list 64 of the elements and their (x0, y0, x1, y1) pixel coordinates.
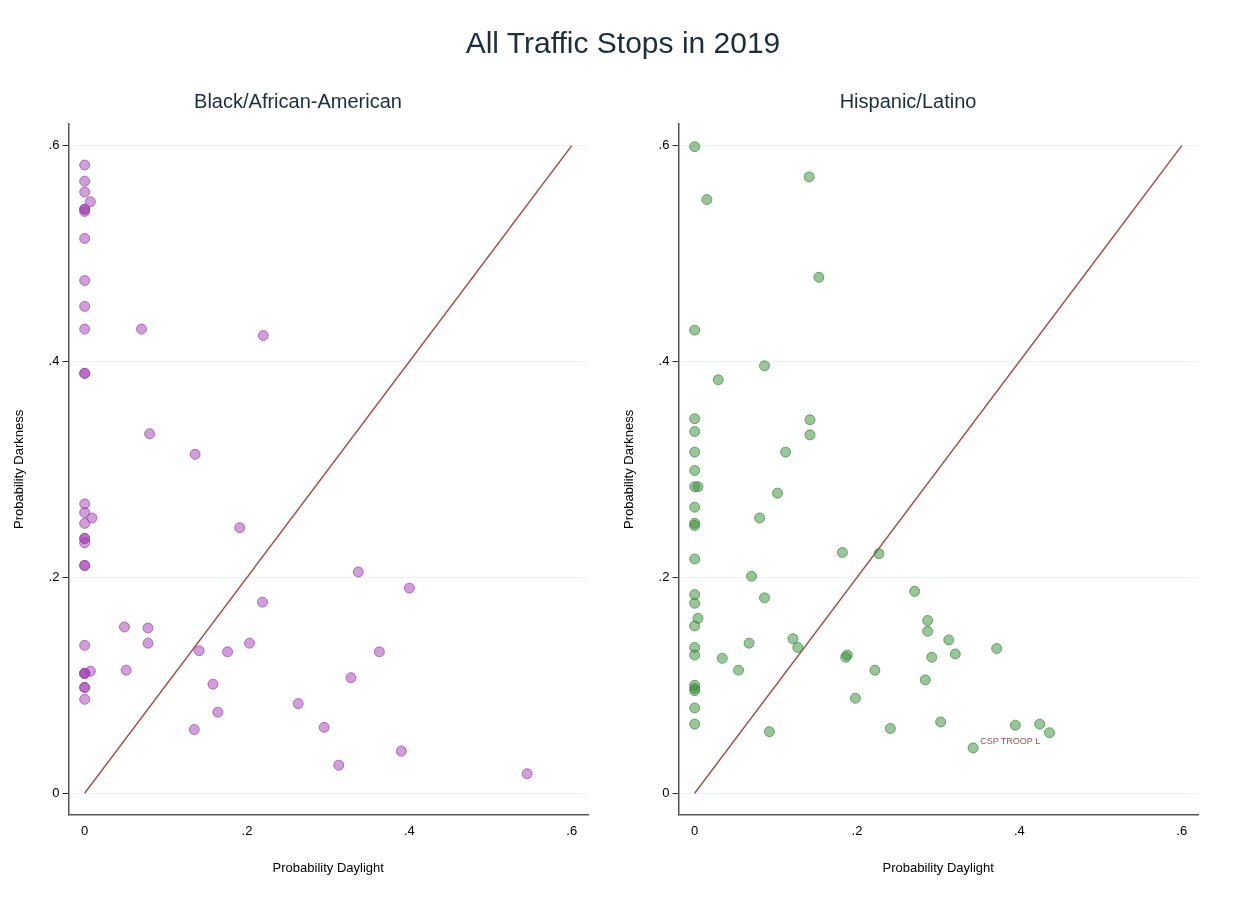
point (79, 498, 91, 510)
x-axis-title: Probability Daylight (882, 859, 995, 875)
x-tick-label: .4 (403, 823, 415, 839)
point (257, 330, 269, 342)
point (207, 678, 219, 690)
chart-subtitle: Hispanic/Latino (839, 89, 977, 112)
point (79, 275, 91, 287)
y-tick-label: .4 (48, 353, 60, 369)
point (292, 698, 304, 710)
x-tick-label: .6 (566, 823, 578, 839)
point (86, 512, 98, 524)
y-tick-label: 0 (662, 784, 670, 800)
point (79, 517, 91, 529)
point (403, 582, 415, 594)
point (222, 646, 234, 658)
annotation: CSP TROOP L (980, 735, 1041, 746)
point (193, 645, 205, 657)
point (142, 622, 154, 634)
point (142, 637, 154, 649)
point (79, 693, 91, 705)
point (79, 186, 91, 198)
point (234, 522, 246, 534)
point (395, 745, 407, 757)
point (79, 537, 91, 549)
point (79, 232, 91, 244)
point (79, 323, 91, 335)
x-tick-label: 0 (691, 823, 699, 839)
y-tick-label: .2 (658, 568, 670, 584)
point (256, 596, 268, 608)
y-axis-title: Probability Darkness (11, 409, 27, 530)
point (79, 300, 91, 312)
y-tick-label: .6 (658, 137, 670, 153)
point (212, 706, 224, 718)
x-tick-label: .4 (1013, 823, 1025, 839)
point (84, 196, 96, 208)
y-axis-title: Probability Darkness (621, 409, 637, 530)
point (188, 724, 200, 736)
point (352, 566, 364, 578)
y-tick-label: .6 (48, 137, 60, 153)
point (373, 646, 385, 658)
x-tick-label: .2 (241, 823, 253, 839)
y-tick-label: .4 (658, 353, 670, 369)
point (345, 672, 357, 684)
y-tick-label: 0 (52, 784, 60, 800)
point (333, 759, 345, 771)
point (79, 507, 91, 519)
x-tick-label: .2 (851, 823, 863, 839)
chart-subtitle: Black/African-American (194, 89, 402, 112)
x-tick-label: 0 (81, 823, 89, 839)
point (118, 621, 130, 633)
x-axis-title: Probability Daylight (272, 859, 385, 875)
point (189, 448, 201, 460)
point (136, 323, 148, 335)
x-tick-label: .6 (1176, 823, 1188, 839)
point (79, 175, 91, 187)
y-tick-label: .2 (48, 568, 60, 584)
point (144, 428, 156, 440)
point (79, 159, 91, 171)
point (243, 637, 255, 649)
point (79, 639, 91, 651)
point (120, 664, 132, 676)
chart-title: All Traffic Stops in 2019 (464, 25, 782, 61)
point (521, 768, 533, 780)
point (318, 721, 330, 733)
